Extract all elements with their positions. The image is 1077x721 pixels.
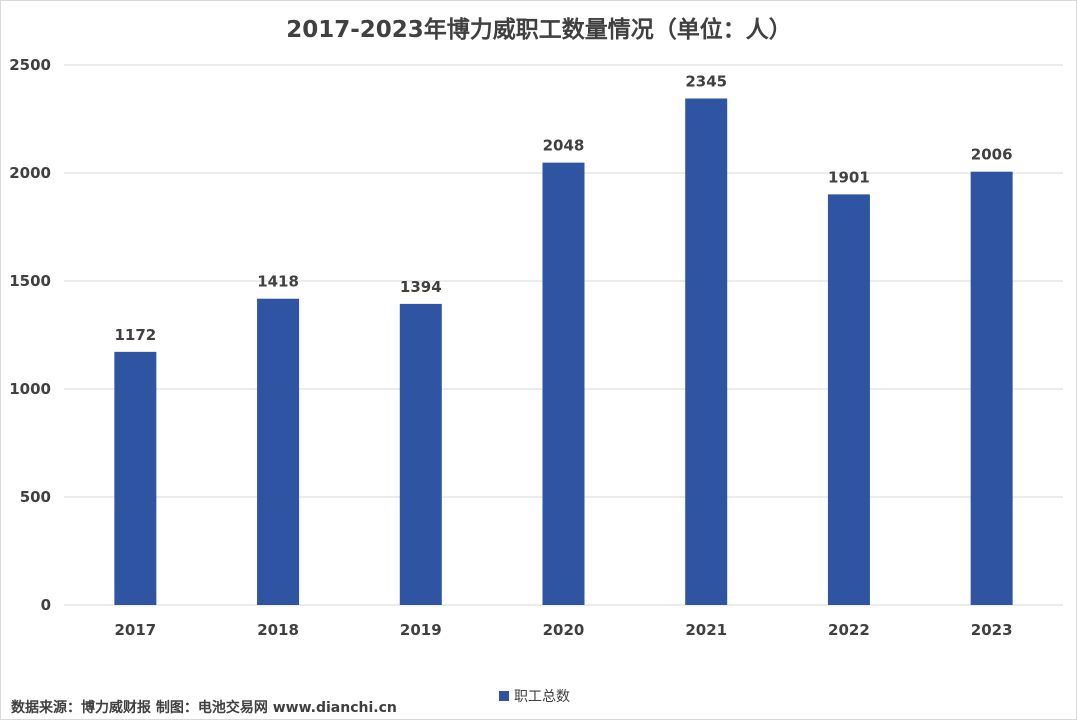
- x-tick-label-2022: 2022: [828, 621, 870, 639]
- data-label-2023: 2006: [971, 146, 1013, 164]
- y-tick-label: 0: [41, 596, 51, 614]
- y-tick-label: 1500: [9, 272, 51, 290]
- y-axis-tick-labels: 0 500 1000 1500 2000 2500: [9, 56, 51, 614]
- data-labels: 1172 1418 1394 2048 2345 1901 2006: [114, 72, 1012, 343]
- legend-swatch: [499, 691, 509, 701]
- y-tick-label: 2000: [9, 164, 51, 182]
- bar-2021: [685, 98, 728, 605]
- y-tick-label: 1000: [9, 380, 51, 398]
- bar-2019: [399, 303, 442, 605]
- data-label-2019: 1394: [400, 278, 442, 296]
- x-tick-label-2023: 2023: [971, 621, 1013, 639]
- x-tick-label-2017: 2017: [114, 621, 156, 639]
- bar-2018: [257, 298, 300, 605]
- data-label-2022: 1901: [828, 168, 870, 186]
- x-tick-label-2020: 2020: [543, 621, 585, 639]
- x-tick-label-2018: 2018: [257, 621, 299, 639]
- data-label-2020: 2048: [543, 137, 585, 155]
- bars: [114, 98, 1013, 606]
- data-label-2017: 1172: [114, 326, 156, 344]
- bar-2023: [970, 171, 1013, 606]
- data-label-2018: 1418: [257, 273, 299, 291]
- x-tick-label-2019: 2019: [400, 621, 442, 639]
- chart-title: 2017-2023年博力威职工数量情况（单位：人）: [286, 16, 792, 43]
- y-tick-label: 500: [20, 488, 51, 506]
- bar-2020: [542, 162, 585, 605]
- legend-label: 职工总数: [514, 689, 570, 705]
- bar-2017: [114, 351, 157, 605]
- x-tick-label-2021: 2021: [685, 621, 727, 639]
- bar-2022: [827, 194, 870, 605]
- y-tick-label: 2500: [9, 56, 51, 74]
- legend: 职工总数: [499, 689, 570, 705]
- x-axis-tick-labels: 2017 2018 2019 2020 2021 2022 2023: [114, 621, 1012, 639]
- source-note: 数据来源：博力威财报 制图：电池交易网 www.dianchi.cn: [11, 699, 397, 716]
- data-label-2021: 2345: [685, 72, 727, 90]
